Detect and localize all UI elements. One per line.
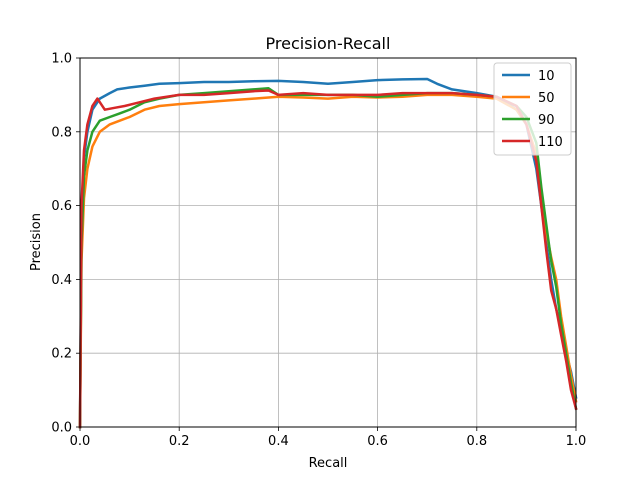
legend-label-110: 110 xyxy=(538,135,563,150)
legend-box xyxy=(493,62,572,156)
y-tick-label: 0.6 xyxy=(51,199,72,214)
x-tick-label: 1.0 xyxy=(566,434,587,449)
y-axis-label: Precision xyxy=(29,213,44,271)
legend: 10 50 90 110 xyxy=(493,62,572,156)
y-tick-label: 0.2 xyxy=(51,347,72,362)
x-tick-label: 0.6 xyxy=(367,434,388,449)
series-line-110 xyxy=(78,89,578,429)
plot-frame xyxy=(79,57,577,428)
chart-title: Precision-Recall xyxy=(266,34,391,53)
series-layer xyxy=(78,77,578,429)
y-tick-label: 0.8 xyxy=(51,125,72,140)
ticks: 0.0 0.2 0.4 0.6 0.8 1.0 0.0 0.2 0.4 0.6 0.8 1.0 xyxy=(51,52,586,450)
x-tick-label: 0.4 xyxy=(268,434,289,449)
legend-label-90: 90 xyxy=(538,113,555,128)
legend-label-50: 50 xyxy=(538,91,555,106)
y-tick-label: 0.4 xyxy=(51,273,72,288)
x-tick-label: 0.0 xyxy=(70,434,91,449)
legend-label-10: 10 xyxy=(538,69,555,84)
x-tick-label: 0.2 xyxy=(169,434,190,449)
y-tick-label: 0.0 xyxy=(51,421,72,436)
grid xyxy=(79,57,577,428)
y-tick-label: 1.0 xyxy=(51,52,72,67)
x-tick-label: 0.8 xyxy=(466,434,487,449)
x-axis-label: Recall xyxy=(309,456,348,471)
